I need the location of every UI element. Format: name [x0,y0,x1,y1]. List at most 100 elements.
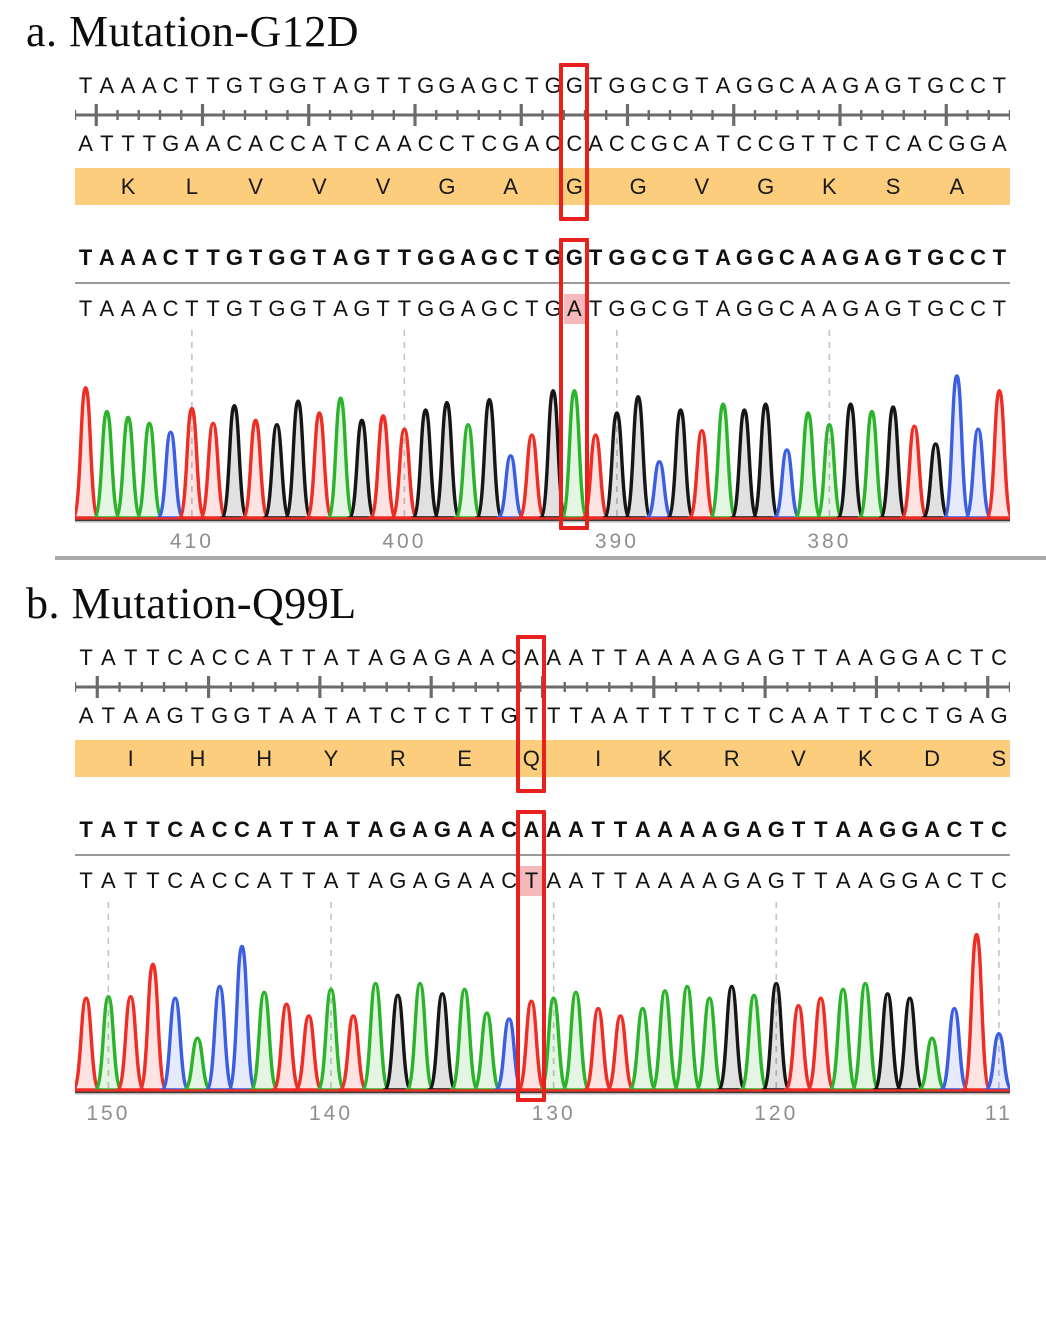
peak-G [382,993,413,1092]
peak-T [899,424,929,520]
base-letter: T [801,131,815,156]
base-letter: C [879,703,896,728]
amino-acid: A [503,173,518,199]
base-letter: A [142,73,157,98]
base-letter: G [884,73,902,98]
base-letter: T [279,645,294,670]
base-letter: T [588,296,603,321]
base-letter: A [813,703,829,728]
peak-A [857,409,887,520]
amino-acid: V [791,745,806,771]
chromatogram: 410 400 390 380 [75,330,1010,553]
base-letter: A [256,817,273,842]
peak-T [961,932,992,1092]
base-letter: A [190,645,205,670]
base-letter: A [835,645,851,670]
base-letter: A [457,868,472,893]
base-letter: T [695,245,709,270]
base-letter: T [907,73,922,98]
base-letter: T [680,703,695,728]
mutant-base: T [520,866,543,896]
base-letter: G [565,245,583,270]
amino-band-background [75,168,1010,205]
base-letter: G [948,131,966,156]
base-letter: C [651,296,668,321]
amino-acid: S [885,173,901,199]
peak-A [326,396,356,520]
base-letter: T [142,131,157,156]
base-letter: A [715,245,732,270]
base-letter: G [879,645,897,670]
base-letter: T [123,868,138,893]
base-letter: T [248,245,263,270]
base-letter: T [257,703,271,728]
base-letter: T [279,817,294,842]
base-letter: T [613,868,628,893]
base-letter: T [206,73,220,98]
base-letter: C [389,703,406,728]
base-letter: G [757,73,775,98]
peak-A [471,1011,502,1092]
base-letter: A [702,868,717,893]
amino-acid: H [189,745,206,771]
position-label: 130 [532,1102,576,1125]
peak-A [694,996,725,1092]
peak-G [872,992,903,1092]
base-letter: T [312,296,327,321]
base-letter: G [433,868,451,893]
base-letter: A [145,703,161,728]
base-letter: G [778,131,796,156]
base-letter: G [162,131,180,156]
base-letter: A [857,817,874,842]
base-letter: G [879,868,897,893]
base-letter: A [822,296,837,321]
base-letter: C [946,868,963,893]
base-letter: T [279,868,294,893]
amino-acid: A [949,173,965,199]
peak-T [984,389,1010,520]
base-letter: A [715,73,731,98]
base-letter: A [412,868,428,893]
base-letter: A [835,817,852,842]
base-letter: G [544,73,562,98]
amino-acid: K [120,173,136,199]
peak-G [262,423,292,520]
peak-G [836,402,866,520]
base-letter: T [312,73,327,98]
base-letter: T [716,131,730,156]
base-letter: T [588,245,603,270]
base-letter: G [629,296,647,321]
base-letter: T [248,73,263,98]
peak-T [75,996,102,1092]
base-letter: A [120,296,136,321]
base-letter: C [948,73,965,98]
base-letter: A [205,131,221,156]
position-label: 410 [170,530,214,553]
base-letter: G [211,703,229,728]
base-letter: A [120,73,136,98]
base-letter: C [991,817,1007,842]
base-letter: C [162,296,179,321]
base-letter: T [397,73,412,98]
base-letter: T [591,817,605,842]
base-letter: T [206,296,220,321]
base-letter: T [695,296,709,321]
base-letter: A [256,645,272,670]
base-letter: C [970,73,987,98]
base-letter: C [234,817,250,842]
peak-G [283,399,313,520]
base-letter: T [376,73,390,98]
base-letter: A [524,645,539,670]
chromatogram: 150 140 130 120 11 [75,902,1010,1125]
base-letter: A [835,868,851,893]
peak-T [293,1014,324,1092]
base-letter: T [970,868,984,893]
peak-C [204,984,235,1092]
base-letter: T [702,703,717,728]
base-letter: C [608,131,625,156]
base-letter: T [591,868,605,893]
